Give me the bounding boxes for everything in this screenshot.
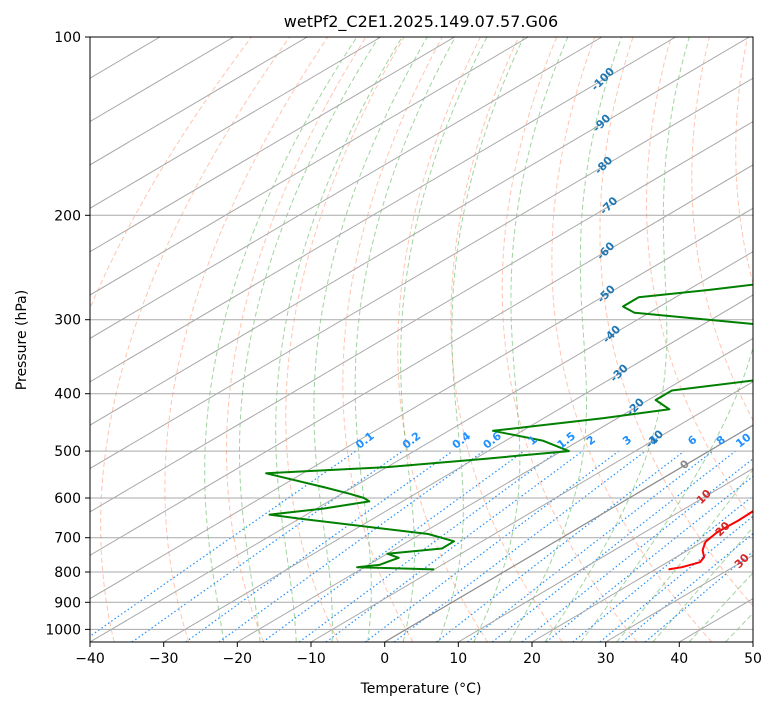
- mixing-ratio-line: [90, 450, 357, 637]
- mixing-ratio-line: [572, 495, 753, 642]
- x-tick-label: −30: [149, 651, 179, 667]
- y-tick-label: 1000: [45, 622, 81, 638]
- dry-adiabat-line: [450, 37, 563, 642]
- x-tick-label: −10: [296, 651, 326, 667]
- y-axis: 100 200 300 400 500 600 700 800 900 1000: [45, 30, 90, 638]
- isotherm-label: 40: [751, 583, 771, 603]
- isotherm-line: [237, 337, 753, 642]
- isotherms: [90, 37, 753, 642]
- x-tick-label: 50: [744, 651, 762, 667]
- dry-adiabat-line: [164, 37, 329, 642]
- moist-adiabat-line: [354, 37, 456, 642]
- isotherm-line: [163, 294, 753, 642]
- isotherm-line: [90, 251, 753, 642]
- moist-adiabat-line: [473, 37, 569, 642]
- isotherm-line: [90, 164, 753, 556]
- isotherm-line: [384, 424, 753, 642]
- mixing-ratio-line: [622, 532, 753, 642]
- y-tick-label: 300: [54, 313, 81, 329]
- y-tick-label: 100: [54, 30, 81, 46]
- y-tick-label: 600: [54, 491, 81, 507]
- x-tick-label: 10: [449, 651, 467, 667]
- isotherm-line: [310, 381, 753, 642]
- moist-adiabat-line: [688, 572, 753, 642]
- mixing-ratio-line: [185, 450, 453, 642]
- isotherm-line: [90, 207, 753, 600]
- x-tick-label: 30: [597, 651, 615, 667]
- moist-adiabat-line: [580, 345, 753, 642]
- x-axis-title: Temperature (°C): [360, 681, 482, 697]
- dry-adiabat-line: [599, 37, 753, 607]
- pressure-grid: [90, 37, 753, 630]
- moist-adiabat-line: [400, 37, 488, 642]
- temperature-profile-line: [668, 509, 753, 571]
- y-tick-label: 400: [54, 387, 81, 403]
- isotherm-line: [90, 120, 753, 513]
- dry-adiabat-line: [342, 37, 443, 642]
- mixing-ratio-line: [298, 450, 559, 642]
- mixing-ratio-line: [521, 458, 753, 642]
- isotherm-line: [90, 37, 308, 166]
- mixing-ratio-line: [599, 515, 753, 642]
- isotherm-line: [90, 37, 455, 253]
- dry-adiabat-line: [735, 37, 753, 286]
- y-tick-label: 200: [54, 208, 81, 224]
- plot-area: 0.10.20.40.611.52346810131620253036-100-…: [90, 37, 771, 642]
- mixing-ratio-line: [131, 450, 403, 642]
- moist-adiabat-line: [313, 37, 428, 642]
- moist-adiabat-line: [438, 37, 525, 642]
- y-tick-label: 900: [54, 595, 81, 611]
- isotherm-line: [90, 37, 603, 339]
- plot-frame: [89, 36, 754, 643]
- moist-adiabat-line: [239, 37, 380, 642]
- isotherm-line: [531, 511, 753, 642]
- moist-adiabat-line: [544, 37, 690, 642]
- mixing-ratio-line: [545, 475, 753, 642]
- dry-adiabat-line: [501, 37, 638, 642]
- x-tick-label: −20: [223, 651, 253, 667]
- chart-title: wetPf2_C2E1.2025.149.07.57.G06: [284, 12, 558, 32]
- dry-adiabat-line: [285, 37, 405, 642]
- profile-series: [265, 283, 753, 571]
- dry-adiabat-line: [691, 37, 753, 422]
- dry-adiabat-line: [100, 37, 291, 642]
- mixing-ratio-line: [218, 450, 484, 642]
- isotherm-line: [90, 37, 750, 426]
- isotherm-line: [90, 37, 676, 383]
- x-tick-label: 0: [380, 651, 389, 667]
- moist-adiabat-line: [508, 37, 623, 642]
- x-tick-label: 40: [670, 651, 688, 667]
- dry-adiabat-line: [225, 37, 367, 642]
- x-tick-label: 20: [523, 651, 541, 667]
- isotherm-line: [90, 77, 753, 470]
- y-tick-label: 700: [54, 531, 81, 547]
- isotherm-line: [458, 467, 753, 642]
- y-tick-label: 800: [54, 565, 81, 581]
- y-tick-label: 500: [54, 444, 81, 460]
- dry-adiabat-line: [646, 37, 753, 521]
- dry-adiabats: [90, 37, 753, 642]
- isotherm-line: [90, 37, 382, 209]
- moist-adiabat-line: [275, 37, 403, 642]
- x-axis: −40 −30 −20 −10 0 10 20 30 40 50: [75, 642, 762, 667]
- mixing-ratio-line: [393, 450, 646, 642]
- isotherm-line: [90, 37, 529, 296]
- dewpoint-profile-line: [265, 283, 753, 571]
- y-axis-title: Pressure (hPa): [14, 290, 30, 390]
- dry-adiabat-line: [551, 37, 713, 642]
- x-tick-label: −40: [75, 651, 105, 667]
